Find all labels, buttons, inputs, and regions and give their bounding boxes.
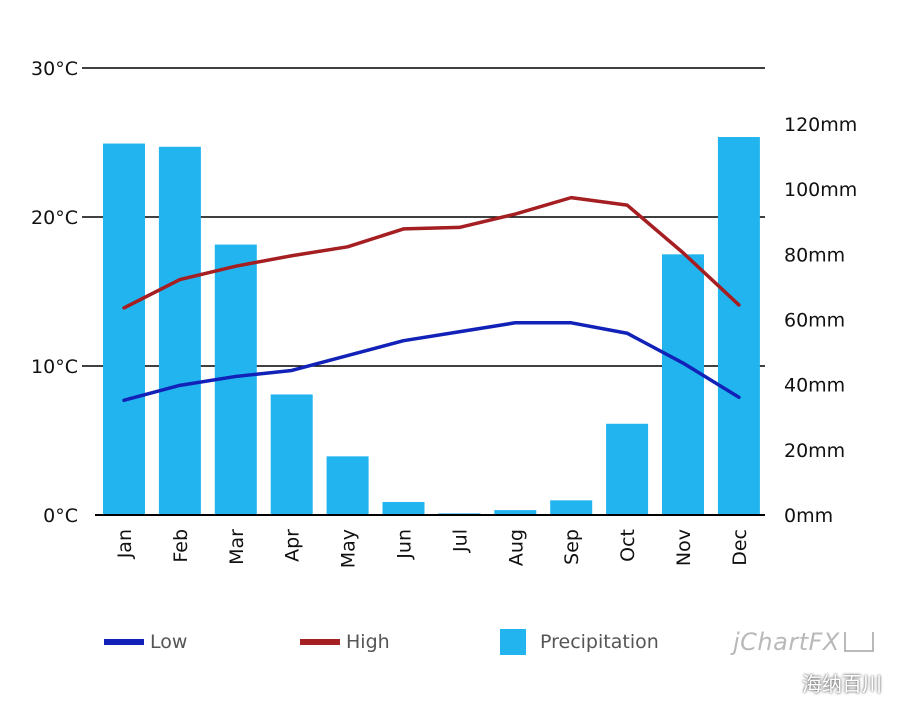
legend-label-high: High bbox=[346, 631, 390, 653]
logo-mark-icon bbox=[843, 632, 874, 652]
x-tick-label-nov: Nov bbox=[673, 529, 695, 566]
x-tick-label-mar: Mar bbox=[226, 529, 248, 565]
precipitation-bars bbox=[103, 137, 760, 516]
right-tick-label: 20mm bbox=[784, 440, 845, 462]
x-tick-label-aug: Aug bbox=[505, 529, 527, 566]
wechat-icon bbox=[763, 670, 792, 694]
x-tick-label-oct: Oct bbox=[617, 529, 639, 562]
x-tick-label-jul: Jul bbox=[449, 529, 471, 553]
legend-label-precipitation: Precipitation bbox=[540, 631, 659, 653]
legend-item-precipitation: Precipitation bbox=[500, 626, 659, 658]
right-tick-label: 40mm bbox=[784, 375, 845, 397]
watermark: 海纳百川 bbox=[762, 668, 882, 697]
right-tick-label: 60mm bbox=[784, 310, 845, 332]
x-tick-label-sep: Sep bbox=[561, 529, 583, 565]
left-tick-label: 30°C bbox=[31, 58, 78, 80]
legend-item-low: Low bbox=[104, 626, 187, 658]
temperature-lines bbox=[122, 195, 741, 403]
legend-swatch-precipitation bbox=[500, 629, 526, 655]
line-low bbox=[122, 321, 741, 403]
right-tick-label: 80mm bbox=[784, 244, 845, 266]
bar-precipitation-feb bbox=[158, 146, 201, 515]
right-tick-label: 120mm bbox=[784, 114, 857, 136]
left-tick-label: 10°C bbox=[31, 356, 78, 378]
legend-swatch-high bbox=[300, 639, 340, 645]
right-axis-tick-labels: 0mm 20mm 40mm 60mm 80mm 100mm 120mm bbox=[784, 114, 857, 527]
x-tick-label-jun: Jun bbox=[394, 529, 416, 560]
x-tick-label-feb: Feb bbox=[170, 529, 192, 563]
bar-precipitation-sep bbox=[550, 500, 593, 515]
logo-text: jChartFX bbox=[733, 628, 840, 656]
legend-label-low: Low bbox=[150, 631, 188, 653]
left-tick-label: 20°C bbox=[31, 207, 78, 229]
bar-precipitation-apr bbox=[270, 394, 313, 515]
legend-swatch-low bbox=[104, 639, 144, 645]
x-tick-label-dec: Dec bbox=[729, 529, 751, 566]
x-tick-label-apr: Apr bbox=[282, 529, 304, 562]
bar-precipitation-may bbox=[326, 456, 369, 515]
left-axis-tick-labels: 0°C 10°C 20°C 30°C bbox=[31, 58, 78, 527]
x-tick-label-may: May bbox=[338, 529, 360, 568]
line-high bbox=[122, 195, 741, 310]
x-axis-tick-labels: Jan Feb Mar Apr May Jun Jul Aug Sep Oct Nov Dec bbox=[114, 529, 751, 568]
jchartfx-logo: jChartFX bbox=[733, 628, 874, 656]
right-tick-label: 0mm bbox=[784, 505, 833, 527]
bar-precipitation-nov bbox=[662, 254, 704, 516]
watermark-text: 海纳百川 bbox=[802, 672, 882, 696]
left-tick-label: 0°C bbox=[43, 505, 78, 527]
x-tick-label-jan: Jan bbox=[114, 529, 136, 559]
bar-precipitation-oct bbox=[606, 423, 649, 515]
legend-item-high: High bbox=[300, 626, 390, 658]
bar-precipitation-aug bbox=[494, 510, 537, 515]
bar-precipitation-jun bbox=[382, 501, 425, 515]
right-tick-label: 100mm bbox=[784, 179, 857, 201]
bar-precipitation-jan bbox=[103, 143, 145, 516]
bar-precipitation-dec bbox=[717, 137, 760, 516]
